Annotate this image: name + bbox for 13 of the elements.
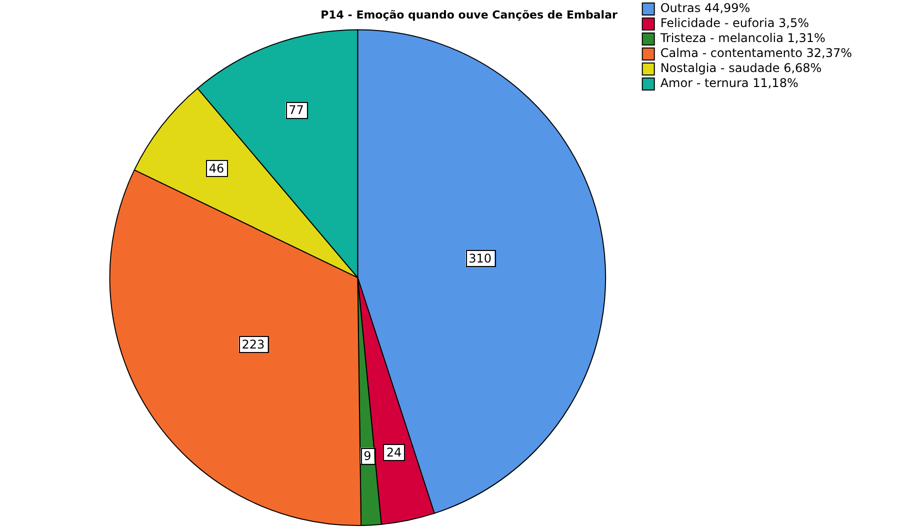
legend-label: Tristeza - melancolia 1,31%: [659, 31, 826, 46]
text: P14 - Emoção quando ouve Canções de Embalar: [320, 8, 618, 22]
data-label: 46: [208, 161, 224, 176]
data-label: 9: [364, 448, 372, 463]
legend-label: Calma - contentamento 32,37%: [660, 46, 852, 60]
data-label: 77: [288, 103, 304, 118]
data-label: 24: [386, 445, 402, 460]
legend-label: Amor - ternura 11,18%: [660, 76, 798, 90]
legend-label: Nostalgia - saudade 6,68%: [660, 61, 822, 76]
data-label: 310: [468, 251, 492, 266]
legend-label: Outras 44,99%: [660, 1, 750, 16]
data-label: 223: [242, 337, 265, 352]
legend-label: Felicidade - euforia 3,5%: [660, 16, 809, 30]
